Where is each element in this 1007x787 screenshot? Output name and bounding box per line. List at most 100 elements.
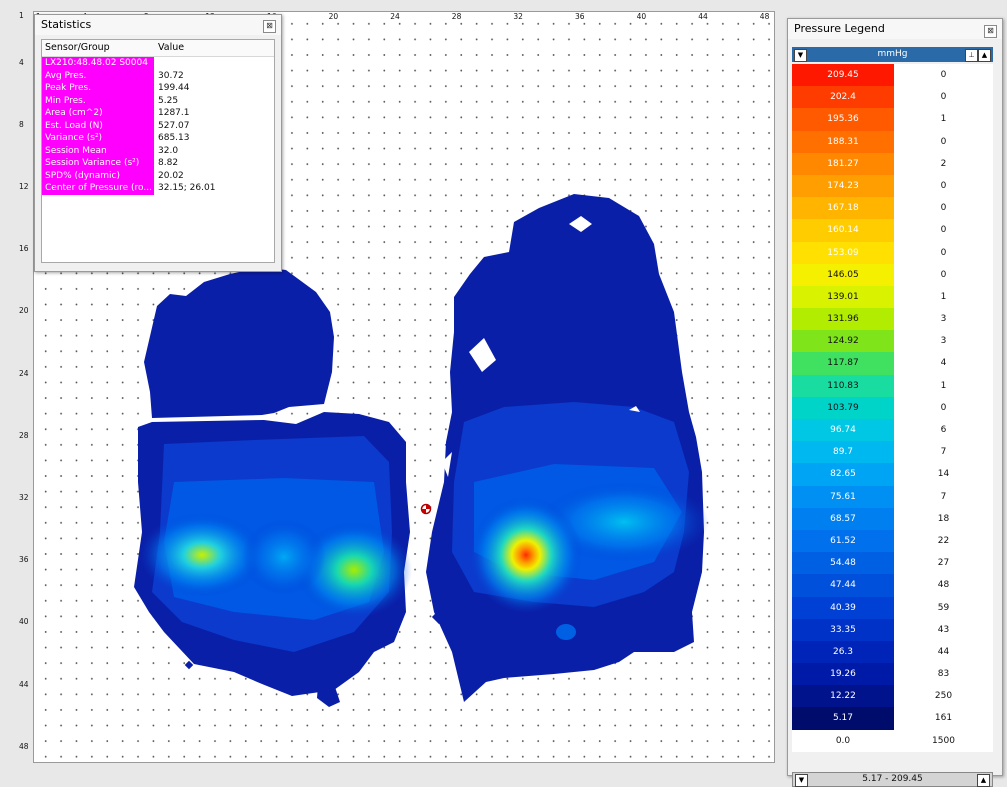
legend-count: 0 (894, 241, 993, 264)
statistics-label: Session Variance (s²) (42, 157, 154, 170)
legend-row[interactable]: 61.52 22 (792, 529, 993, 553)
legend-dropdown-icon[interactable]: ▼ (794, 49, 807, 62)
legend-count: 7 (894, 441, 993, 464)
legend-value-swatch: 19.26 (792, 663, 894, 686)
legend-row[interactable]: 117.87 4 (792, 352, 993, 375)
legend-row[interactable]: 5.17 161 (792, 707, 993, 730)
legend-value-swatch: 40.39 (792, 596, 894, 619)
legend-value-swatch: 174.23 (792, 174, 894, 198)
statistics-row[interactable]: Est. Load (N) 527.07 (42, 119, 274, 132)
statistics-close-button[interactable]: ⊠ (263, 20, 276, 33)
legend-value-swatch: 96.74 (792, 419, 894, 442)
legend-count: 59 (894, 596, 993, 619)
legend-row[interactable]: 131.96 3 (792, 308, 993, 331)
statistics-value: 1287.1 (158, 108, 190, 118)
legend-unit: mmHg (877, 49, 908, 59)
legend-count: 1 (894, 374, 993, 397)
legend-unit-bar: ▼ mmHg ⊥ ▲ (792, 47, 993, 62)
legend-value-swatch: 209.45 (792, 64, 894, 87)
x-tick-label: 28 (451, 12, 462, 21)
statistics-header-row: Sensor/Group Value (42, 40, 274, 57)
statistics-window[interactable]: Statistics ⊠ Sensor/Group Value LX210:48… (34, 14, 282, 272)
legend-row[interactable]: 174.23 0 (792, 174, 993, 198)
legend-row[interactable]: 33.35 43 (792, 618, 993, 641)
legend-count: 0 (894, 197, 993, 220)
y-tick-label: 8 (19, 119, 24, 129)
legend-value-swatch: 167.18 (792, 197, 894, 220)
legend-row[interactable]: 160.14 0 (792, 219, 993, 242)
pressure-legend-title: Pressure Legend (788, 19, 1002, 39)
legend-row[interactable]: 75.61 7 (792, 485, 993, 508)
center-of-pressure-marker (420, 503, 432, 515)
legend-row[interactable]: 153.09 0 (792, 241, 993, 264)
statistics-label: Avg Pres. (42, 69, 154, 82)
statistics-row[interactable]: Session Mean 32.0 (42, 144, 274, 157)
legend-row[interactable]: 0.0 1500 (792, 729, 993, 752)
legend-row[interactable]: 68.57 18 (792, 507, 993, 530)
legend-count: 0 (894, 86, 993, 109)
legend-row[interactable]: 195.36 1 (792, 108, 993, 131)
y-tick-label: 12 (19, 182, 29, 192)
x-tick-label: 44 (698, 12, 708, 21)
statistics-row[interactable]: Center of Pressure (ro... 32.15; 26.01 (42, 182, 274, 195)
statistics-row[interactable]: LX210:48.48.02 S0004 (42, 57, 274, 70)
legend-row[interactable]: 209.45 0 (792, 64, 993, 87)
legend-row[interactable]: 40.39 59 (792, 596, 993, 619)
legend-row[interactable]: 19.26 83 (792, 663, 993, 686)
legend-row[interactable]: 89.7 7 (792, 441, 993, 464)
statistics-row[interactable]: Avg Pres. 30.72 (42, 69, 274, 82)
pressure-legend-close-button[interactable]: ⊠ (984, 25, 997, 38)
header-sensor-group[interactable]: Sensor/Group (45, 42, 110, 53)
legend-value-swatch: 110.83 (792, 374, 894, 397)
legend-count: 44 (894, 640, 993, 664)
legend-row[interactable]: 146.05 0 (792, 263, 993, 286)
pressure-legend-window[interactable]: Pressure Legend ⊠ ▼ mmHg ⊥ ▲ 209.45 0 202.… (787, 18, 1003, 787)
legend-row[interactable]: 47.44 48 (792, 574, 993, 597)
statistics-row[interactable]: Variance (s²) 685.13 (42, 132, 274, 145)
legend-row[interactable]: 82.65 14 (792, 463, 993, 486)
legend-count: 0 (894, 219, 993, 242)
legend-count: 0 (894, 64, 993, 87)
statistics-row[interactable]: Area (cm^2) 1287.1 (42, 107, 274, 120)
legend-row[interactable]: 124.92 3 (792, 330, 993, 353)
legend-count: 1 (894, 285, 993, 309)
legend-row[interactable]: 167.18 0 (792, 197, 993, 220)
legend-row[interactable]: 26.3 44 (792, 640, 993, 664)
legend-row[interactable]: 54.48 27 (792, 552, 993, 575)
header-value[interactable]: Value (158, 42, 185, 53)
legend-value-swatch: 26.3 (792, 640, 894, 664)
legend-count: 250 (894, 685, 993, 708)
statistics-row[interactable]: SPD% (dynamic) 20.02 (42, 169, 274, 182)
y-tick-label: 36 (19, 555, 29, 565)
legend-value-swatch: 153.09 (792, 241, 894, 264)
range-dropdown-icon[interactable]: ▼ (795, 774, 808, 787)
legend-range-bar[interactable]: ▼ 5.17 - 209.45 ▲ (792, 772, 993, 787)
y-tick-label: 28 (19, 430, 29, 440)
legend-count: 43 (894, 618, 993, 641)
statistics-label: Center of Pressure (ro... (42, 182, 154, 195)
y-tick-label: 48 (19, 741, 29, 751)
legend-row[interactable]: 202.4 0 (792, 86, 993, 109)
legend-value-swatch: 89.7 (792, 441, 894, 464)
legend-row[interactable]: 12.22 250 (792, 685, 993, 708)
legend-row[interactable]: 139.01 1 (792, 285, 993, 309)
legend-row[interactable]: 181.27 2 (792, 152, 993, 175)
statistics-row[interactable]: Session Variance (s²) 8.82 (42, 157, 274, 170)
statistics-label: Session Mean (42, 144, 154, 157)
statistics-row[interactable]: Peak Pres. 199.44 (42, 82, 274, 95)
legend-row[interactable]: 188.31 0 (792, 130, 993, 153)
legend-count: 4 (894, 352, 993, 375)
legend-row[interactable]: 103.79 0 (792, 396, 993, 419)
legend-row[interactable]: 110.83 1 (792, 374, 993, 397)
legend-row[interactable]: 96.74 6 (792, 419, 993, 442)
scroll-up-icon[interactable]: ▲ (978, 49, 991, 62)
legend-value-swatch: 160.14 (792, 219, 894, 242)
statistics-row[interactable]: Min Pres. 5.25 (42, 94, 274, 107)
legend-value-swatch: 75.61 (792, 485, 894, 508)
legend-value-swatch: 124.92 (792, 330, 894, 353)
legend-count: 0 (894, 130, 993, 153)
pin-icon[interactable]: ⊥ (965, 49, 978, 62)
legend-count: 48 (894, 574, 993, 597)
range-scroll-up-icon[interactable]: ▲ (977, 774, 990, 787)
